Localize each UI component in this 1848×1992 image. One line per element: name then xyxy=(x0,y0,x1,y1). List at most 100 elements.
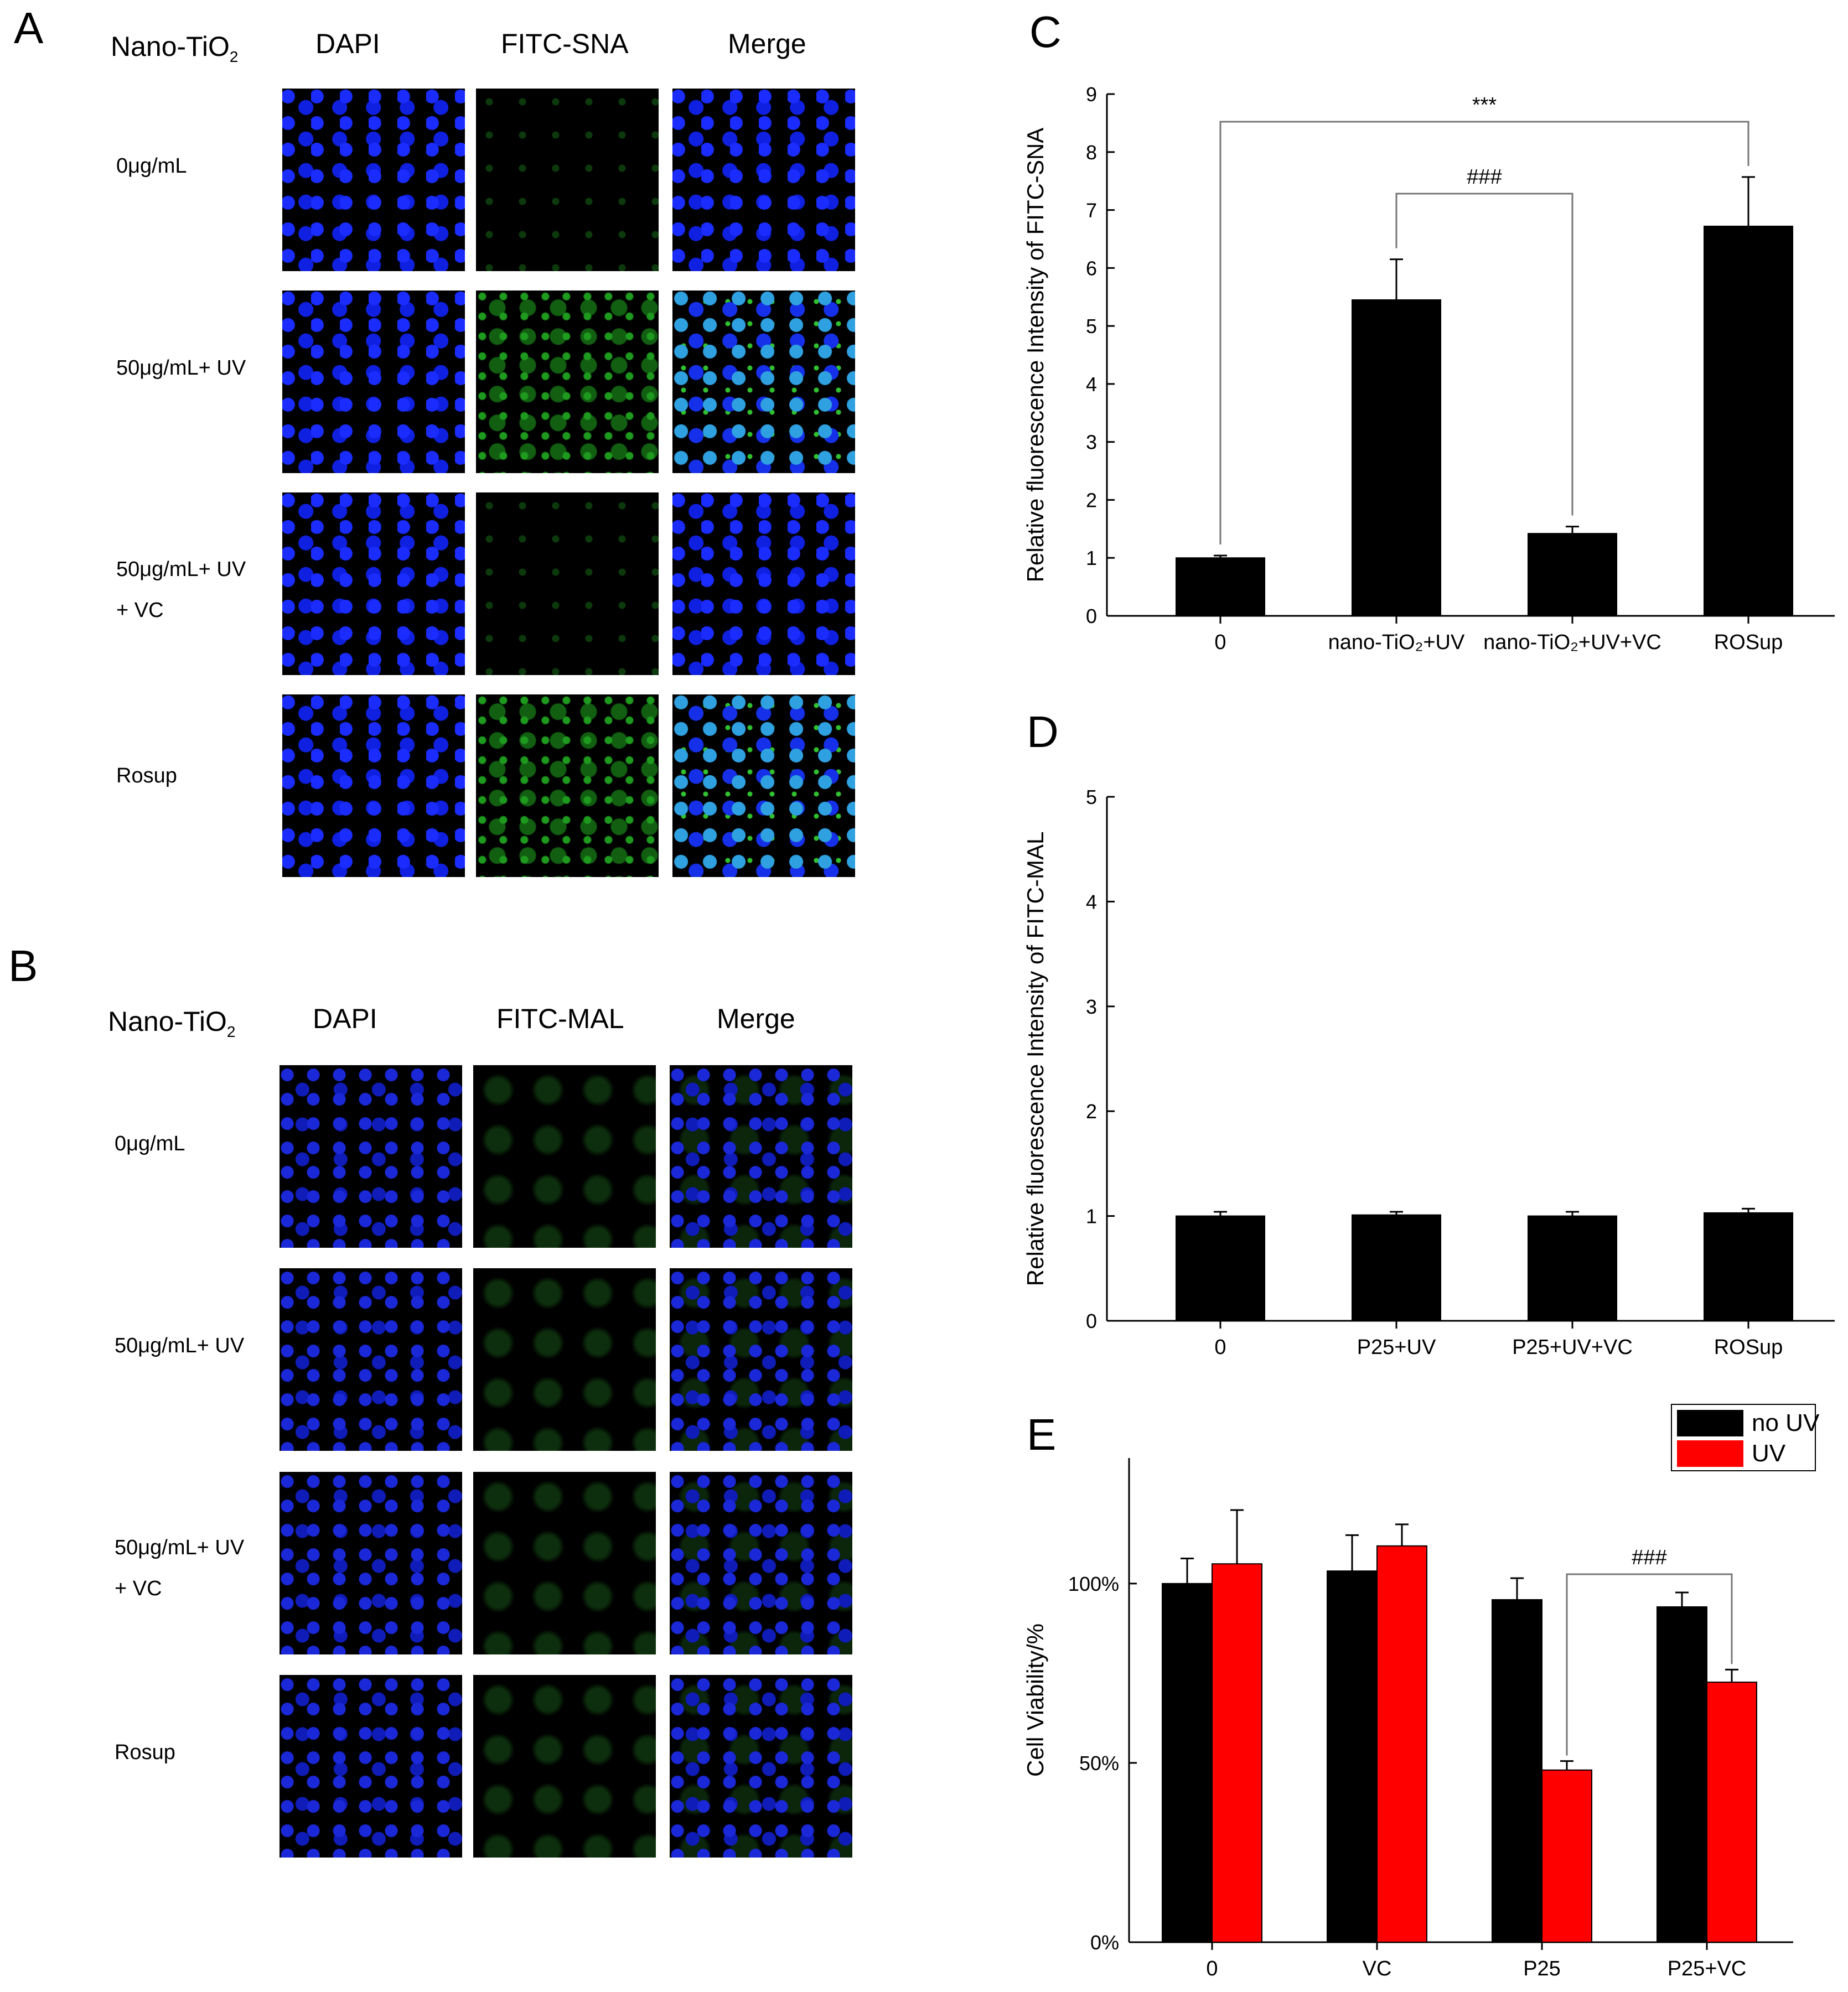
bar xyxy=(1176,1215,1265,1322)
y-tick-label: 2 xyxy=(1086,1100,1097,1123)
y-tick-label: 8 xyxy=(1086,141,1097,164)
bar xyxy=(1704,1212,1793,1321)
bar-uv xyxy=(1541,1769,1592,1943)
y-axis-label: Relative fluorescence Intensity of FITC-… xyxy=(1022,128,1048,583)
significance-bracket xyxy=(1566,1573,1733,1756)
image-b-dapi-3 xyxy=(279,1675,462,1858)
x-tick-label: ROSup xyxy=(1714,631,1783,654)
x-tick-label: P25 xyxy=(1523,1957,1561,1980)
y-axis-label: Relative fluorescence Intensity of FITC-… xyxy=(1022,832,1048,1286)
row-label-a-0: 0μg/mL xyxy=(116,154,187,178)
legend-swatch xyxy=(1677,1440,1743,1467)
panel-label-c: C xyxy=(1029,7,1062,56)
significance-label: ### xyxy=(1467,165,1502,189)
image-a-dapi-1 xyxy=(282,290,465,473)
image-b-fitc-1 xyxy=(473,1268,656,1451)
panel-label-e: E xyxy=(1027,1410,1056,1459)
panel-label-d: D xyxy=(1027,707,1059,756)
x-tick-label: 0 xyxy=(1206,1957,1218,1980)
x-tick-label: P25+UV+VC xyxy=(1512,1336,1633,1359)
image-b-merge-0 xyxy=(670,1065,852,1248)
bar xyxy=(1352,299,1441,616)
bar xyxy=(1176,557,1265,617)
image-a-fitc-2 xyxy=(476,492,659,675)
group-header-sub: 2 xyxy=(226,1023,236,1040)
y-axis-label: Cell Viability/% xyxy=(1022,1623,1048,1777)
x-tick-label: nano-TiO₂+UV+VC xyxy=(1483,631,1661,654)
image-a-merge-0 xyxy=(672,89,855,271)
y-tick-label: 6 xyxy=(1086,257,1097,279)
col-header-fitc-b: FITC-MAL xyxy=(496,1003,624,1034)
x-tick-label: VC xyxy=(1363,1957,1392,1980)
legend-label: no UV xyxy=(1752,1409,1820,1436)
significance-bracket xyxy=(1219,121,1749,545)
col-header-dapi-b: DAPI xyxy=(313,1003,377,1034)
col-header-fitc-a: FITC-SNA xyxy=(501,28,629,59)
y-tick-label: 9 xyxy=(1086,83,1097,106)
bar-uv xyxy=(1706,1682,1757,1943)
y-tick-label: 50% xyxy=(1079,1752,1119,1775)
bar-no-uv xyxy=(1327,1570,1378,1943)
image-a-fitc-1 xyxy=(476,290,659,473)
bar-no-uv xyxy=(1657,1606,1707,1943)
x-tick-label: P25+VC xyxy=(1668,1957,1747,1980)
group-header-a: Nano-TiO2 xyxy=(111,30,238,66)
row-label-a-3: Rosup xyxy=(116,764,177,787)
image-a-dapi-3 xyxy=(282,694,465,877)
x-tick-label: P25+UV xyxy=(1357,1336,1436,1359)
y-tick-label: 4 xyxy=(1086,373,1097,396)
row-label-b-1: 50μg/mL+ UV xyxy=(115,1334,245,1357)
significance-bracket xyxy=(1395,193,1573,516)
y-tick-label: 5 xyxy=(1086,315,1097,338)
image-a-merge-3 xyxy=(672,694,855,877)
bar-no-uv xyxy=(1492,1599,1542,1943)
x-tick-label: 0 xyxy=(1214,1336,1226,1359)
significance-label: ### xyxy=(1632,1546,1666,1569)
row-label-a-1: 50μg/mL+ UV xyxy=(116,356,246,380)
col-header-merge-b: Merge xyxy=(717,1003,795,1034)
panel-label-b: B xyxy=(8,941,38,990)
bar-no-uv xyxy=(1162,1583,1213,1943)
col-header-dapi-a: DAPI xyxy=(315,28,380,59)
y-tick-label: 0 xyxy=(1086,605,1097,627)
image-a-dapi-2 xyxy=(282,492,465,675)
bar xyxy=(1352,1214,1441,1322)
bar xyxy=(1528,533,1617,617)
group-header-text: Nano-TiO xyxy=(111,31,230,62)
image-b-merge-2 xyxy=(670,1472,852,1654)
bar xyxy=(1528,1215,1617,1322)
image-a-merge-2 xyxy=(672,492,855,675)
row-label-b-3: Rosup xyxy=(115,1741,175,1764)
y-tick-label: 1 xyxy=(1086,547,1097,569)
group-header-sub: 2 xyxy=(229,48,239,65)
bar-uv xyxy=(1376,1545,1427,1943)
row-label-b-0: 0μg/mL xyxy=(115,1132,185,1155)
row-label-a-2: 50μg/mL+ UV + VC xyxy=(116,558,246,622)
y-tick-label: 0 xyxy=(1086,1310,1097,1332)
significance-label: *** xyxy=(1472,94,1497,117)
panel-label-a: A xyxy=(14,3,44,53)
image-a-fitc-3 xyxy=(476,694,659,877)
group-header-b: Nano-TiO2 xyxy=(108,1005,235,1041)
y-tick-label: 5 xyxy=(1086,786,1097,808)
image-b-dapi-1 xyxy=(279,1268,462,1451)
image-a-dapi-0 xyxy=(282,89,465,271)
image-b-fitc-2 xyxy=(473,1472,656,1654)
image-b-merge-3 xyxy=(670,1675,852,1858)
image-a-merge-1 xyxy=(672,290,855,473)
x-tick-label: nano-TiO₂+UV xyxy=(1328,631,1465,654)
image-b-fitc-0 xyxy=(473,1065,656,1248)
bar xyxy=(1704,225,1793,617)
row-label-b-2: 50μg/mL+ UV + VC xyxy=(115,1536,245,1600)
legend-swatch xyxy=(1677,1410,1743,1436)
image-b-dapi-0 xyxy=(279,1065,462,1248)
col-header-merge-a: Merge xyxy=(728,28,806,59)
group-header-text: Nano-TiO xyxy=(108,1006,227,1037)
y-tick-label: 100% xyxy=(1068,1573,1119,1595)
image-b-dapi-2 xyxy=(279,1472,462,1654)
y-tick-label: 2 xyxy=(1086,489,1097,511)
y-tick-label: 0% xyxy=(1090,1931,1119,1954)
y-tick-label: 1 xyxy=(1086,1205,1097,1228)
image-b-merge-1 xyxy=(670,1268,852,1451)
